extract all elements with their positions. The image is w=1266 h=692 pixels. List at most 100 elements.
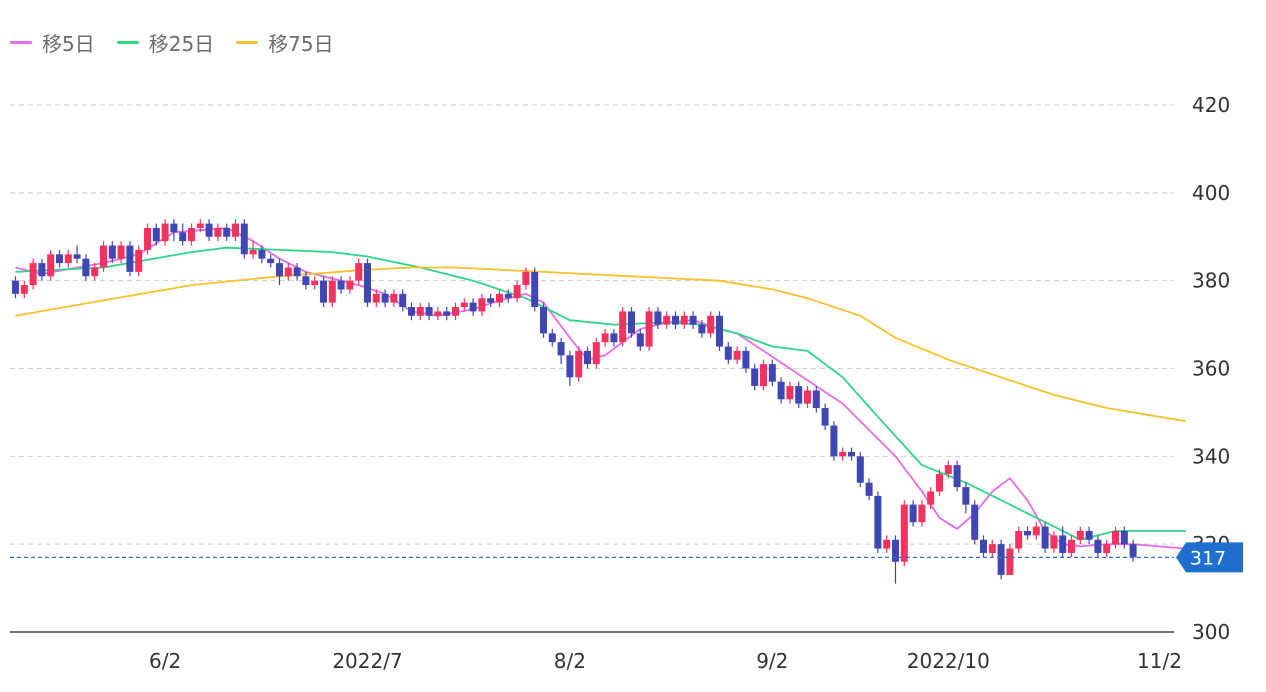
candle-body xyxy=(126,245,134,272)
candle-body xyxy=(768,364,776,382)
legend-swatch-ma75 xyxy=(236,41,259,44)
candle-body xyxy=(1024,530,1031,536)
candle-body xyxy=(1129,544,1137,558)
candle-body xyxy=(355,263,363,281)
legend-label-ma25: 移25日 xyxy=(148,32,215,56)
x-tick-label: 9/2 xyxy=(756,649,788,673)
x-tick-label: 8/2 xyxy=(554,649,586,673)
candle-body xyxy=(988,544,996,553)
candle-body xyxy=(372,293,380,303)
candle-body xyxy=(592,342,600,365)
candle-body xyxy=(240,223,248,255)
candle-body xyxy=(504,293,512,299)
candle-body xyxy=(284,267,292,277)
candle-body xyxy=(1032,526,1040,536)
legend-item-ma75[interactable]: 移75日 xyxy=(236,28,334,57)
candle-body xyxy=(452,307,459,316)
moving-average-layer xyxy=(15,227,1187,550)
candle-body xyxy=(205,223,213,237)
candle-body xyxy=(223,227,231,237)
candle-body xyxy=(152,227,160,242)
candle-body xyxy=(522,271,530,286)
candle-body xyxy=(1076,530,1084,540)
candle-body xyxy=(82,258,90,277)
candle-body xyxy=(645,311,653,347)
candle-body xyxy=(425,307,433,316)
candle-body xyxy=(760,364,767,387)
candle-body xyxy=(161,223,169,242)
candle-body xyxy=(1050,535,1058,549)
candle-body xyxy=(135,249,143,272)
candle-body xyxy=(557,342,565,356)
candle-body xyxy=(680,315,688,325)
legend: 移5日 移25日 移75日 xyxy=(10,28,334,57)
candle-body xyxy=(663,315,671,325)
candle-body xyxy=(73,254,81,259)
candle-body xyxy=(434,311,442,316)
candle-body xyxy=(1006,548,1014,575)
y-tick-label: 400 xyxy=(1192,181,1230,205)
candle-body xyxy=(944,465,952,474)
candle-body xyxy=(654,311,662,325)
x-tick-label: 11/2 xyxy=(1137,649,1182,673)
current-price-tag xyxy=(1176,542,1243,573)
candle-body xyxy=(100,245,107,268)
candle-body xyxy=(320,280,327,303)
legend-item-ma5[interactable]: 移5日 xyxy=(10,28,95,57)
candle-body xyxy=(839,451,847,457)
candle-body xyxy=(777,381,785,400)
candle-body xyxy=(29,263,37,286)
legend-swatch-ma5 xyxy=(10,41,32,44)
candle-body xyxy=(786,386,794,400)
candle-body xyxy=(804,390,811,404)
candle-body xyxy=(38,263,46,277)
candle-body xyxy=(1015,530,1023,549)
candle-body xyxy=(496,293,503,303)
candle-body xyxy=(584,350,591,365)
candle-body xyxy=(971,504,979,540)
candle-body xyxy=(628,311,635,334)
x-tick-label: 6/2 xyxy=(149,649,181,673)
y-tick-label: 360 xyxy=(1192,357,1230,381)
x-tick-label: 2022/10 xyxy=(907,649,990,673)
candle-body xyxy=(733,350,741,360)
candle-body xyxy=(980,539,987,553)
candle-body xyxy=(1103,544,1111,553)
candle-body xyxy=(12,280,19,294)
candle-body xyxy=(91,267,99,277)
legend-label-ma75: 移75日 xyxy=(268,32,334,56)
candle-body xyxy=(293,267,301,277)
x-tick-label: 2022/7 xyxy=(332,649,402,673)
candle-body xyxy=(416,307,424,316)
candle-body xyxy=(909,504,917,523)
grid-layer xyxy=(10,104,1174,545)
ma75-line xyxy=(15,266,1187,423)
candle-body xyxy=(144,227,151,250)
candle-body xyxy=(724,346,732,360)
candle-body xyxy=(900,504,908,562)
legend-item-ma25[interactable]: 移25日 xyxy=(116,28,215,57)
candle-body xyxy=(188,227,195,242)
candle-body xyxy=(575,350,583,378)
candle-body xyxy=(170,223,178,233)
candle-body xyxy=(997,544,1005,575)
current-price-label: 317 xyxy=(1190,547,1226,569)
candle-body xyxy=(179,232,187,242)
candle-body xyxy=(742,350,750,369)
candle-body xyxy=(1085,530,1093,540)
candle-body xyxy=(214,227,222,237)
candle-body xyxy=(56,254,63,264)
candle-body xyxy=(795,386,803,404)
candle-body xyxy=(460,302,468,308)
candle-body xyxy=(249,249,257,255)
ma25-line xyxy=(15,246,1186,541)
candle-body xyxy=(918,504,926,523)
candle-body xyxy=(672,315,679,325)
candle-body xyxy=(364,263,371,303)
candle-body xyxy=(566,355,574,378)
candle-body xyxy=(830,425,838,457)
candle-body xyxy=(953,465,961,488)
candle-body xyxy=(443,311,451,316)
candle-body xyxy=(381,293,389,303)
candle-body xyxy=(232,223,239,237)
